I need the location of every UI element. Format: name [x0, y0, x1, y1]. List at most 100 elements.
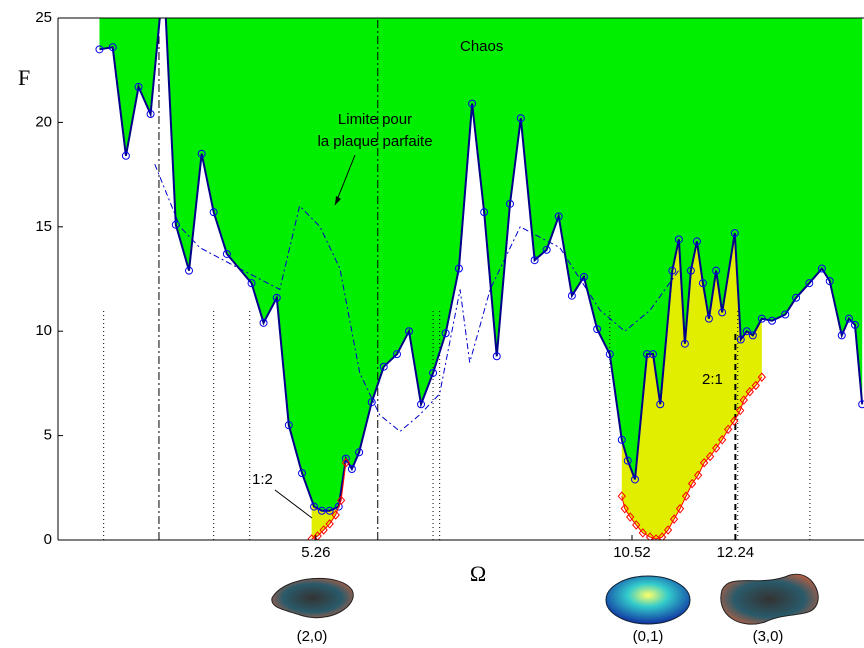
point-marker	[692, 237, 701, 246]
point-marker	[739, 395, 748, 405]
point-marker	[757, 314, 766, 323]
mode-label: (2,0)	[297, 628, 328, 645]
point-marker	[620, 503, 629, 514]
point-marker	[171, 220, 180, 229]
x-tick-label: 5.26	[301, 544, 330, 561]
point-marker	[704, 314, 713, 323]
point-marker	[336, 495, 346, 506]
point-marker	[134, 82, 143, 91]
point-marker	[781, 310, 790, 319]
y-tick-label: 0	[44, 531, 52, 548]
point-marker	[617, 491, 626, 501]
annotation: 1:2	[252, 471, 273, 488]
point-marker	[259, 318, 268, 327]
point-marker	[712, 266, 721, 275]
point-marker	[817, 264, 826, 273]
point-marker	[284, 421, 293, 430]
point-marker	[626, 512, 635, 522]
point-marker	[593, 325, 602, 334]
point-marker	[792, 293, 801, 302]
point-marker	[313, 531, 322, 540]
point-marker	[272, 293, 281, 302]
point-marker	[742, 327, 751, 336]
boundary-line	[99, 18, 864, 512]
point-marker	[310, 502, 319, 511]
plate-shape	[605, 575, 691, 625]
point-marker	[858, 400, 864, 409]
point-marker	[317, 506, 326, 515]
annotation-line	[274, 489, 313, 519]
point-marker	[657, 532, 667, 540]
point-marker	[605, 350, 614, 359]
point-marker	[681, 491, 691, 501]
point-marker	[623, 456, 632, 465]
mode-label: (3,0)	[753, 628, 784, 645]
plot-area	[95, 18, 864, 540]
point-marker	[334, 502, 343, 511]
point-marker	[505, 199, 514, 208]
point-marker	[632, 520, 641, 530]
point-marker	[736, 405, 745, 416]
y-tick-label: 10	[35, 322, 52, 339]
point-marker	[643, 350, 652, 359]
point-marker	[307, 534, 316, 540]
point-marker	[492, 352, 501, 361]
point-marker	[454, 264, 463, 273]
boundary-line	[621, 376, 763, 540]
y-tick-label: 25	[35, 9, 52, 26]
plate-shape	[271, 577, 354, 619]
point-marker	[705, 451, 715, 462]
point-marker	[367, 398, 376, 407]
point-marker	[441, 329, 450, 338]
point-marker	[718, 308, 727, 317]
point-marker	[837, 331, 846, 340]
point-marker	[645, 532, 655, 540]
point-marker	[730, 229, 739, 238]
mode-shapes	[271, 573, 819, 625]
point-marker	[185, 266, 194, 275]
point-marker	[379, 362, 388, 371]
x-tick-label: 12.24	[717, 544, 755, 561]
point-marker	[617, 435, 626, 444]
point-marker	[745, 386, 754, 397]
point-marker	[222, 249, 231, 258]
point-marker	[429, 368, 438, 377]
axes	[57, 17, 864, 541]
point-marker	[699, 457, 709, 468]
point-marker	[298, 469, 307, 478]
point-marker	[825, 277, 834, 286]
point-marker	[656, 400, 665, 409]
legend-label: Chaos	[460, 38, 503, 55]
point-marker	[516, 114, 525, 123]
point-marker	[757, 372, 766, 382]
point-marker	[649, 350, 658, 359]
point-marker	[468, 99, 477, 108]
point-marker	[405, 327, 414, 336]
point-marker	[687, 478, 697, 489]
chaos-area	[99, 18, 863, 511]
point-marker	[347, 465, 356, 474]
y-tick-label: 15	[35, 218, 52, 235]
point-marker	[730, 416, 739, 426]
point-marker	[530, 256, 539, 265]
point-marker	[693, 470, 703, 481]
point-marker	[686, 266, 695, 275]
annotation-arrowhead	[335, 196, 341, 205]
point-marker	[631, 475, 640, 484]
point-marker	[711, 443, 721, 453]
annotation: 2:1	[702, 371, 723, 388]
point-marker	[331, 510, 340, 520]
point-marker	[663, 525, 673, 535]
point-marker	[95, 45, 104, 54]
point-marker	[542, 245, 551, 254]
point-marker	[748, 331, 757, 340]
point-marker	[850, 320, 859, 329]
point-marker	[751, 380, 760, 391]
point-marker	[341, 457, 351, 468]
point-marker	[567, 291, 576, 300]
point-marker	[680, 339, 689, 348]
y-tick-label: 20	[35, 113, 52, 130]
point-marker	[717, 435, 727, 445]
point-marker	[698, 279, 707, 288]
